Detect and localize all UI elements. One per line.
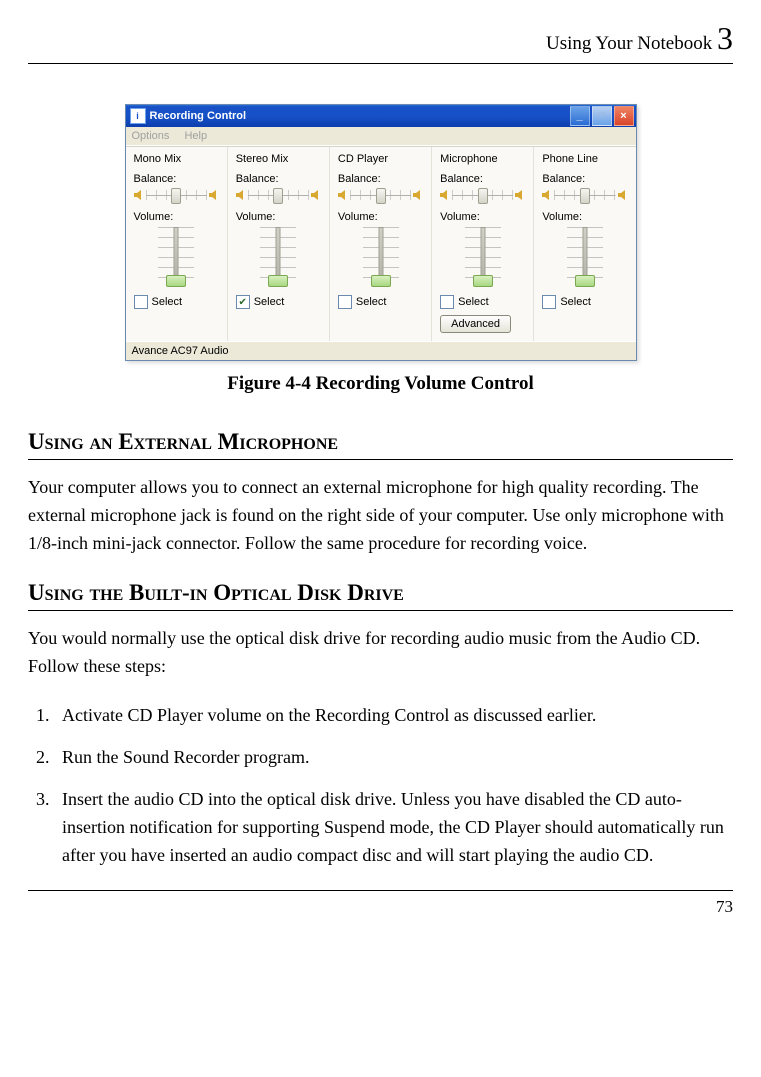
section-heading-optical-drive: Using the Built-in Optical Disk Drive	[28, 580, 733, 611]
balance-label: Balance:	[236, 173, 321, 185]
volume-label: Volume:	[134, 211, 219, 223]
volume-slider[interactable]	[158, 227, 194, 287]
volume-label: Volume:	[236, 211, 321, 223]
volume-slider[interactable]	[363, 227, 399, 287]
page-footer: 73	[28, 890, 733, 917]
volume-label: Volume:	[542, 211, 627, 223]
header-title: Using Your Notebook	[546, 33, 712, 54]
channel-cd-player: CD Player Balance: Volume: Select	[330, 147, 432, 341]
section1-body: Your computer allows you to connect an e…	[28, 474, 733, 558]
speaker-right-icon	[311, 189, 321, 201]
section2-intro: You would normally use the optical disk …	[28, 625, 733, 681]
maximize-button[interactable]: □	[592, 106, 612, 126]
volume-label: Volume:	[338, 211, 423, 223]
minimize-button[interactable]: _	[570, 106, 590, 126]
balance-label: Balance:	[338, 173, 423, 185]
channel-name: Stereo Mix	[236, 153, 321, 165]
step-item: Run the Sound Recorder program.	[54, 744, 733, 772]
balance-label: Balance:	[134, 173, 219, 185]
speaker-left-icon	[134, 189, 144, 201]
balance-slider[interactable]	[134, 189, 219, 201]
menu-options[interactable]: Options	[132, 130, 170, 142]
window-icon: i	[130, 108, 146, 124]
recording-control-window: i Recording Control _ □ × Options Help M…	[125, 104, 637, 361]
channel-name: Phone Line	[542, 153, 627, 165]
titlebar: i Recording Control _ □ ×	[126, 105, 636, 127]
channel-phone-line: Phone Line Balance: Volume: Select	[534, 147, 635, 341]
speaker-left-icon	[440, 189, 450, 201]
channel-name: CD Player	[338, 153, 423, 165]
channel-name: Mono Mix	[134, 153, 219, 165]
select-label: Select	[458, 296, 489, 308]
channel-name: Microphone	[440, 153, 525, 165]
status-text: Avance AC97 Audio	[132, 345, 229, 357]
select-checkbox[interactable]	[338, 295, 352, 309]
step-item: Insert the audio CD into the optical dis…	[54, 786, 733, 870]
channel-mono-mix: Mono Mix Balance: Volume: Select	[126, 147, 228, 341]
balance-label: Balance:	[440, 173, 525, 185]
menubar: Options Help	[126, 127, 636, 146]
page-header: Using Your Notebook 3	[28, 20, 733, 64]
speaker-right-icon	[515, 189, 525, 201]
select-label: Select	[254, 296, 285, 308]
balance-slider[interactable]	[542, 189, 627, 201]
close-button[interactable]: ×	[614, 106, 634, 126]
step-item: Activate CD Player volume on the Recordi…	[54, 702, 733, 730]
menu-help[interactable]: Help	[184, 130, 207, 142]
select-checkbox[interactable]	[134, 295, 148, 309]
window-title: Recording Control	[150, 110, 247, 122]
select-label: Select	[356, 296, 387, 308]
volume-slider[interactable]	[567, 227, 603, 287]
speaker-right-icon	[209, 189, 219, 201]
speaker-left-icon	[236, 189, 246, 201]
advanced-button[interactable]: Advanced	[440, 315, 511, 333]
statusbar: Avance AC97 Audio	[126, 341, 636, 360]
volume-label: Volume:	[440, 211, 525, 223]
select-checkbox[interactable]	[542, 295, 556, 309]
balance-slider[interactable]	[338, 189, 423, 201]
channel-microphone: Microphone Balance: Volume: Select Advanced	[432, 147, 534, 341]
speaker-left-icon	[542, 189, 552, 201]
page-number: 73	[716, 897, 733, 916]
chapter-number: 3	[717, 20, 733, 56]
volume-slider[interactable]	[465, 227, 501, 287]
select-checkbox[interactable]	[440, 295, 454, 309]
speaker-right-icon	[413, 189, 423, 201]
steps-list: Activate CD Player volume on the Recordi…	[28, 702, 733, 869]
volume-slider[interactable]	[260, 227, 296, 287]
section-heading-external-mic: Using an External Microphone	[28, 429, 733, 460]
select-label: Select	[560, 296, 591, 308]
select-checkbox[interactable]: ✔	[236, 295, 250, 309]
screenshot-container: i Recording Control _ □ × Options Help M…	[28, 104, 733, 361]
balance-slider[interactable]	[440, 189, 525, 201]
speaker-right-icon	[618, 189, 628, 201]
select-label: Select	[152, 296, 183, 308]
figure-caption: Figure 4-4 Recording Volume Control	[28, 373, 733, 395]
speaker-left-icon	[338, 189, 348, 201]
channels-row: Mono Mix Balance: Volume: Select Stereo Mix B…	[126, 146, 636, 341]
balance-slider[interactable]	[236, 189, 321, 201]
channel-stereo-mix: Stereo Mix Balance: Volume: ✔ Select	[228, 147, 330, 341]
balance-label: Balance:	[542, 173, 627, 185]
